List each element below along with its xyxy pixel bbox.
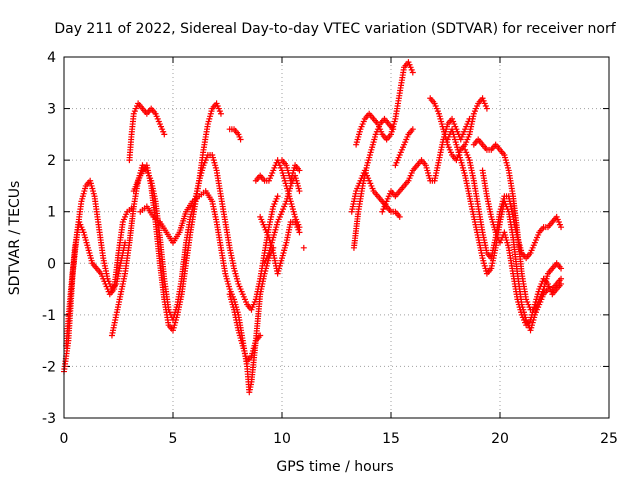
x-tick-label: 0: [60, 431, 69, 447]
data-point: [217, 110, 224, 117]
data-point: [409, 69, 416, 76]
data-point: [558, 280, 565, 287]
data-point: [300, 244, 307, 251]
data-point: [257, 332, 264, 339]
data-point: [296, 229, 303, 236]
data-point: [558, 224, 565, 231]
y-axis-title: SDTVAR / TECUs: [7, 181, 23, 296]
x-tick-label: 10: [273, 431, 291, 447]
y-tick-label: -1: [42, 308, 56, 324]
data-point: [558, 275, 565, 282]
data-point: [296, 167, 303, 174]
data-points: [61, 59, 565, 396]
data-point: [409, 126, 416, 133]
data-point: [274, 193, 281, 200]
y-tick-label: -3: [42, 411, 56, 427]
y-tick-label: 3: [47, 102, 56, 118]
data-point: [237, 136, 244, 143]
grid: [64, 57, 609, 418]
x-tick-label: 15: [382, 431, 400, 447]
data-point: [558, 265, 565, 272]
x-axis-title: GPS time / hours: [276, 459, 393, 475]
x-tick-label: 25: [600, 431, 618, 447]
data-point: [483, 105, 490, 112]
y-tick-label: -2: [42, 359, 56, 375]
x-tick-label: 20: [491, 431, 509, 447]
data-point: [161, 131, 168, 138]
y-tick-label: 0: [47, 256, 56, 272]
y-tick-label: 2: [47, 153, 56, 169]
x-tick-label: 5: [169, 431, 178, 447]
plot-frame: [63, 56, 610, 419]
y-tick-label: 4: [47, 50, 56, 66]
y-tick-label: 1: [47, 205, 56, 221]
chart-title: Day 211 of 2022, Sidereal Day-to-day VTE…: [54, 21, 616, 37]
data-point: [396, 213, 403, 220]
data-point: [296, 188, 303, 195]
